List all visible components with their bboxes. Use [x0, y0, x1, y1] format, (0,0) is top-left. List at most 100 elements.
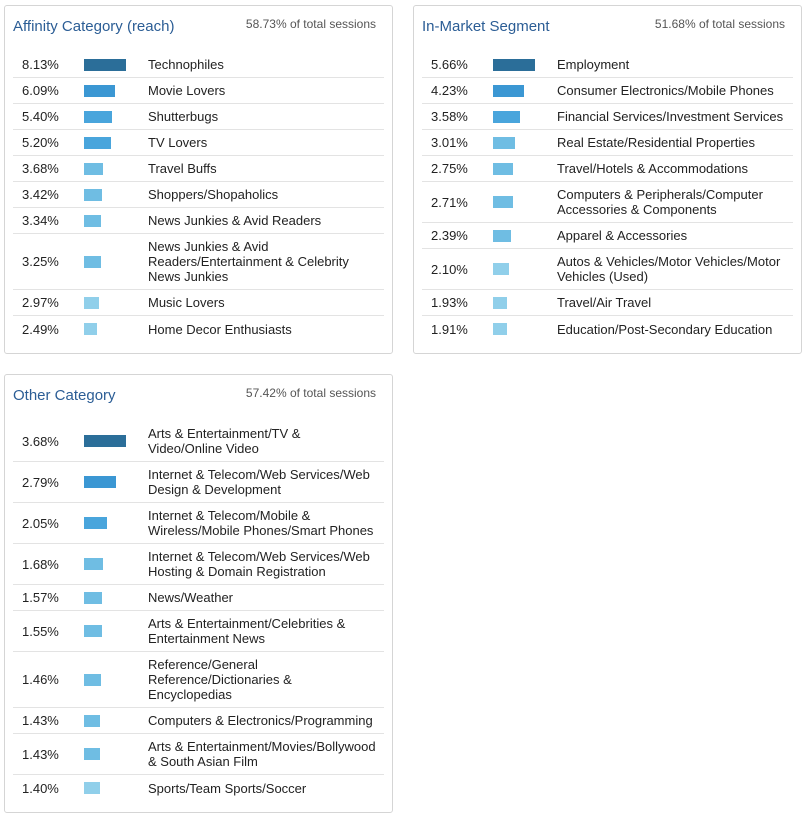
card-header: In-Market Segment 51.68% of total sessio…	[414, 6, 801, 52]
row-percentage: 1.55%	[22, 623, 59, 639]
table-row[interactable]: 2.71% Computers & Peripherals/Computer Ac…	[422, 182, 793, 223]
table-row[interactable]: 2.49% Home Decor Enthusiasts	[13, 316, 384, 342]
bar-cell	[493, 84, 557, 97]
percentage-bar	[84, 435, 126, 447]
bar-cell	[84, 323, 148, 335]
row-label[interactable]: Arts & Entertainment/TV & Video/Online V…	[148, 426, 301, 456]
percentage-bar	[84, 58, 126, 71]
row-label[interactable]: Internet & Telecom/Web Services/Web Host…	[148, 549, 370, 579]
percentage-bar	[493, 263, 509, 275]
table-row[interactable]: 3.68% Travel Buffs	[13, 156, 384, 182]
table-row[interactable]: 8.13% Technophiles	[13, 52, 384, 78]
row-percentage: 6.09%	[22, 83, 59, 98]
row-label[interactable]: Shutterbugs	[148, 109, 219, 124]
table-row[interactable]: 3.01% Real Estate/Residential Properties	[422, 130, 793, 156]
row-label[interactable]: Reference/General Reference/Dictionaries…	[148, 657, 292, 702]
row-label[interactable]: Computers & Electronics/Programming	[148, 713, 373, 728]
row-label[interactable]: Financial Services/Investment Services	[557, 109, 784, 124]
row-label[interactable]: News Junkies & Avid Readers/Entertainmen…	[148, 239, 349, 284]
row-label[interactable]: Arts & Entertainment/Movies/Bollywood & …	[148, 739, 376, 769]
row-percentage: 1.91%	[431, 321, 468, 337]
row-label[interactable]: Technophiles	[148, 57, 224, 72]
bar-cell	[84, 110, 148, 123]
table-row[interactable]: 3.25% News Junkies & Avid Readers/Enterta…	[13, 234, 384, 290]
bar-cell	[84, 84, 148, 97]
row-percentage: 1.57%	[22, 590, 59, 605]
row-percentage: 2.49%	[22, 321, 59, 337]
table-row[interactable]: 1.40% Sports/Team Sports/Soccer	[13, 775, 384, 801]
row-label[interactable]: Movie Lovers	[148, 83, 226, 98]
bar-cell	[84, 673, 148, 686]
percentage-bar	[84, 558, 103, 570]
table-row[interactable]: 4.23% Consumer Electronics/Mobile Phones	[422, 78, 793, 104]
bar-cell	[493, 136, 557, 149]
table-row[interactable]: 3.68% Arts & Entertainment/TV & Video/Onl…	[13, 421, 384, 462]
table-row[interactable]: 1.68% Internet & Telecom/Web Services/Web…	[13, 544, 384, 585]
row-label[interactable]: Education/Post-Secondary Education	[557, 321, 773, 337]
bar-cell	[84, 162, 148, 175]
bar-cell	[493, 58, 557, 71]
row-percentage: 2.75%	[431, 161, 468, 176]
row-label[interactable]: TV Lovers	[148, 135, 208, 150]
row-label[interactable]: Home Decor Enthusiasts	[148, 321, 292, 337]
row-label[interactable]: Internet & Telecom/Web Services/Web Desi…	[148, 467, 370, 497]
row-percentage: 1.43%	[22, 746, 59, 762]
row-percentage: 1.93%	[431, 295, 468, 310]
row-label[interactable]: Travel Buffs	[148, 161, 217, 176]
table-row[interactable]: 3.42% Shoppers/Shopaholics	[13, 182, 384, 208]
table-row[interactable]: 5.40% Shutterbugs	[13, 104, 384, 130]
row-label[interactable]: Employment	[557, 57, 630, 72]
table-row[interactable]: 5.20% TV Lovers	[13, 130, 384, 156]
percentage-bar	[84, 162, 103, 175]
row-label[interactable]: Travel/Air Travel	[557, 295, 652, 310]
percentage-bar	[84, 748, 100, 760]
table-row[interactable]: 2.10% Autos & Vehicles/Motor Vehicles/Mot…	[422, 249, 793, 290]
row-label[interactable]: Arts & Entertainment/Celebrities & Enter…	[148, 616, 346, 646]
percentage-bar	[493, 58, 535, 71]
row-label[interactable]: Internet & Telecom/Mobile & Wireless/Mob…	[148, 508, 374, 538]
percentage-bar	[84, 476, 116, 488]
table-row[interactable]: 2.05% Internet & Telecom/Mobile & Wireles…	[13, 503, 384, 544]
table-row[interactable]: 3.34% News Junkies & Avid Readers	[13, 208, 384, 234]
row-label[interactable]: Music Lovers	[148, 295, 225, 310]
table-row[interactable]: 2.39% Apparel & Accessories	[422, 223, 793, 249]
percentage-bar	[493, 296, 507, 309]
other-rows: 3.68% Arts & Entertainment/TV & Video/Onl…	[13, 421, 384, 801]
table-row[interactable]: 1.91% Education/Post-Secondary Education	[422, 316, 793, 342]
table-row[interactable]: 1.46% Reference/General Reference/Diction…	[13, 652, 384, 708]
row-label[interactable]: Travel/Hotels & Accommodations	[557, 161, 748, 176]
bar-cell	[493, 263, 557, 275]
table-row[interactable]: 1.43% Computers & Electronics/Programming	[13, 708, 384, 734]
table-row[interactable]: 2.97% Music Lovers	[13, 290, 384, 316]
in-market-segment-card: In-Market Segment 51.68% of total sessio…	[413, 5, 802, 354]
row-label[interactable]: Shoppers/Shopaholics	[148, 187, 279, 202]
row-label[interactable]: Real Estate/Residential Properties	[557, 135, 755, 150]
table-row[interactable]: 5.66% Employment	[422, 52, 793, 78]
row-label[interactable]: News/Weather	[148, 590, 234, 605]
row-percentage: 2.05%	[22, 515, 59, 531]
row-percentage: 3.01%	[431, 135, 468, 150]
row-label[interactable]: Autos & Vehicles/Motor Vehicles/Motor Ve…	[557, 254, 781, 284]
table-row[interactable]: 2.75% Travel/Hotels & Accommodations	[422, 156, 793, 182]
percentage-bar	[84, 782, 100, 794]
row-label[interactable]: Sports/Team Sports/Soccer	[148, 780, 307, 796]
row-label[interactable]: News Junkies & Avid Readers	[148, 213, 322, 228]
row-percentage: 4.23%	[431, 83, 468, 98]
table-row[interactable]: 1.55% Arts & Entertainment/Celebrities & …	[13, 611, 384, 652]
table-row[interactable]: 1.43% Arts & Entertainment/Movies/Bollywo…	[13, 734, 384, 775]
table-row[interactable]: 1.93% Travel/Air Travel	[422, 290, 793, 316]
other-category-card: Other Category 57.42% of total sessions …	[4, 374, 393, 813]
percentage-bar	[84, 517, 107, 529]
card-subtitle: 57.42% of total sessions	[245, 386, 376, 400]
row-label[interactable]: Consumer Electronics/Mobile Phones	[557, 83, 774, 98]
table-row[interactable]: 3.58% Financial Services/Investment Servi…	[422, 104, 793, 130]
bar-cell	[84, 714, 148, 727]
table-row[interactable]: 2.79% Internet & Telecom/Web Services/Web…	[13, 462, 384, 503]
card-subtitle: 51.68% of total sessions	[654, 17, 785, 31]
percentage-bar	[84, 84, 115, 97]
percentage-bar	[84, 714, 100, 727]
table-row[interactable]: 6.09% Movie Lovers	[13, 78, 384, 104]
table-row[interactable]: 1.57% News/Weather	[13, 585, 384, 611]
row-label[interactable]: Apparel & Accessories	[557, 228, 688, 243]
row-label[interactable]: Computers & Peripherals/Computer Accesso…	[557, 187, 763, 217]
